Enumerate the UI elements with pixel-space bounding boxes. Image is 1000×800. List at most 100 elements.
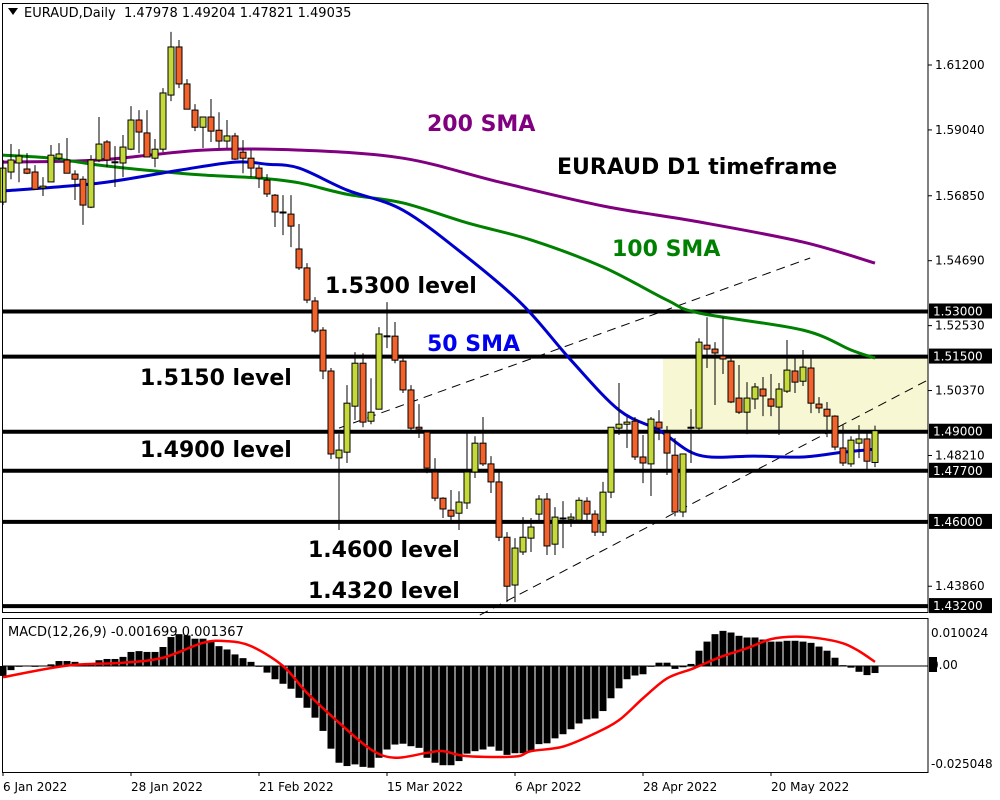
macd-histogram-bar: [215, 646, 223, 666]
candle-bearish: [207, 116, 215, 132]
annotation-1-4600-level: 1.4600 level: [308, 538, 460, 563]
price-tick-label: 1.61200: [935, 58, 985, 72]
moving-averages: [2, 147, 876, 459]
candle-bullish: [335, 449, 343, 459]
candle-bullish: [39, 185, 47, 189]
macd-histogram-bar: [847, 666, 855, 668]
axes: 1.61200 1.59040 1.56850 1.54690 1.52530 1.503…: [2, 58, 993, 794]
macd-histogram-bar: [743, 637, 751, 666]
candle-bearish: [287, 213, 295, 227]
candle-bearish: [639, 456, 647, 464]
candle-bullish: [159, 92, 167, 150]
candle-bearish: [295, 248, 303, 269]
macd-histogram-bar: [383, 666, 391, 750]
candle-bullish: [471, 442, 479, 473]
macd-tick-label: 0.00: [931, 658, 958, 672]
sma-50-line: [2, 160, 876, 459]
candle-bearish: [239, 151, 247, 159]
macd-histogram-bar: [199, 638, 207, 666]
macd-histogram-bar: [431, 666, 439, 763]
level-price-label: 1.49000: [933, 425, 983, 439]
macd-histogram-bar: [415, 666, 423, 748]
candle-bullish: [151, 148, 159, 159]
macd-histogram-bar: [615, 666, 623, 689]
candle-bearish: [495, 481, 503, 538]
candle-bearish: [711, 348, 719, 354]
candle-bullish: [871, 430, 879, 463]
macd-histogram-bar: [263, 666, 271, 673]
macd-histogram-bar: [7, 666, 15, 671]
candle-bullish: [847, 439, 855, 465]
macd-histogram-bar: [191, 638, 199, 666]
macd-histogram-bar: [303, 666, 311, 708]
candle-bullish: [775, 388, 783, 408]
candle-bearish: [23, 168, 31, 174]
macd-histogram-bar: [839, 665, 847, 666]
candle-bearish: [247, 157, 255, 169]
macd-histogram-bar: [279, 666, 287, 684]
macd-histogram-bar: [367, 666, 375, 768]
macd-tick-label: 0.010024: [931, 626, 988, 640]
trendline: [479, 379, 929, 616]
level-price-box: [929, 598, 992, 614]
macd-histogram-bar: [607, 666, 615, 699]
candle-bullish: [615, 423, 623, 429]
candle-bullish: [623, 421, 631, 425]
time-tick-label: 6 Apr 2022: [515, 780, 582, 794]
macd-histogram-bar: [623, 666, 631, 680]
macd-histogram-bar: [647, 666, 655, 667]
candle-bearish: [543, 498, 551, 547]
macd-histogram-bar: [831, 657, 839, 666]
macd-histogram-bar: [655, 662, 663, 666]
candle-bullish: [55, 153, 63, 159]
macd-histogram-bar: [327, 666, 335, 749]
macd-histogram-bar: [375, 666, 383, 758]
candle-bearish: [631, 420, 639, 458]
macd-histogram-bar: [447, 666, 455, 766]
macd-histogram-bar: [855, 666, 863, 672]
symbol-label: EURAUD,Daily: [24, 6, 116, 21]
macd-histogram-bar: [559, 666, 567, 735]
candle-bullish: [695, 341, 703, 429]
candle-bullish: [367, 411, 375, 422]
macd-histogram-bar: [495, 666, 503, 751]
candle-bearish: [735, 397, 743, 413]
candle-bullish: [527, 526, 535, 539]
candle-bearish: [279, 211, 287, 214]
candle-bearish: [863, 438, 871, 462]
time-tick-label: 21 Feb 2022: [259, 780, 334, 794]
macd-histogram-bar: [871, 666, 879, 674]
macd-histogram-bar: [551, 666, 559, 739]
candle-bullish: [575, 499, 583, 521]
macd-histogram-bar: [47, 664, 55, 666]
candle-bullish: [687, 426, 695, 429]
macd-histogram-bar: [631, 666, 639, 676]
candle-bearish: [143, 132, 151, 158]
annotation-1-5150-level: 1.5150 level: [140, 366, 292, 391]
dropdown-triangle-icon[interactable]: [8, 8, 18, 15]
macd-histogram-bar: [639, 666, 647, 675]
macd-histogram-bar: [711, 634, 719, 666]
macd-histogram-bar: [23, 666, 31, 667]
macd-histogram-bar: [527, 666, 535, 752]
annotation-200-sma: 200 SMA: [427, 112, 536, 137]
macd-histogram-bar: [783, 640, 791, 666]
price-tick-label: 1.52530: [935, 319, 985, 333]
candle-bearish: [591, 513, 599, 533]
time-tick-label: 28 Apr 2022: [643, 780, 717, 794]
annotation-title: EURAUD D1 timeframe: [557, 155, 838, 180]
macd-histogram-bar: [455, 666, 463, 762]
macd-histogram-bar: [63, 661, 71, 666]
macd-histogram-bar: [39, 665, 47, 667]
chart-header: EURAUD,Daily 1.47978 1.49204 1.47821 1.4…: [8, 6, 351, 21]
candle-bullish: [743, 397, 751, 413]
annotation-1-4320-level: 1.4320 level: [308, 579, 460, 604]
macd-histogram-bar: [687, 663, 695, 666]
candle-bearish: [327, 370, 335, 455]
macd-histogram-bar: [271, 666, 279, 680]
trendline: [338, 257, 811, 429]
macd-histogram-bar: [439, 666, 447, 766]
macd-histogram-bar: [463, 666, 471, 754]
macd-histogram-bar: [775, 641, 783, 666]
